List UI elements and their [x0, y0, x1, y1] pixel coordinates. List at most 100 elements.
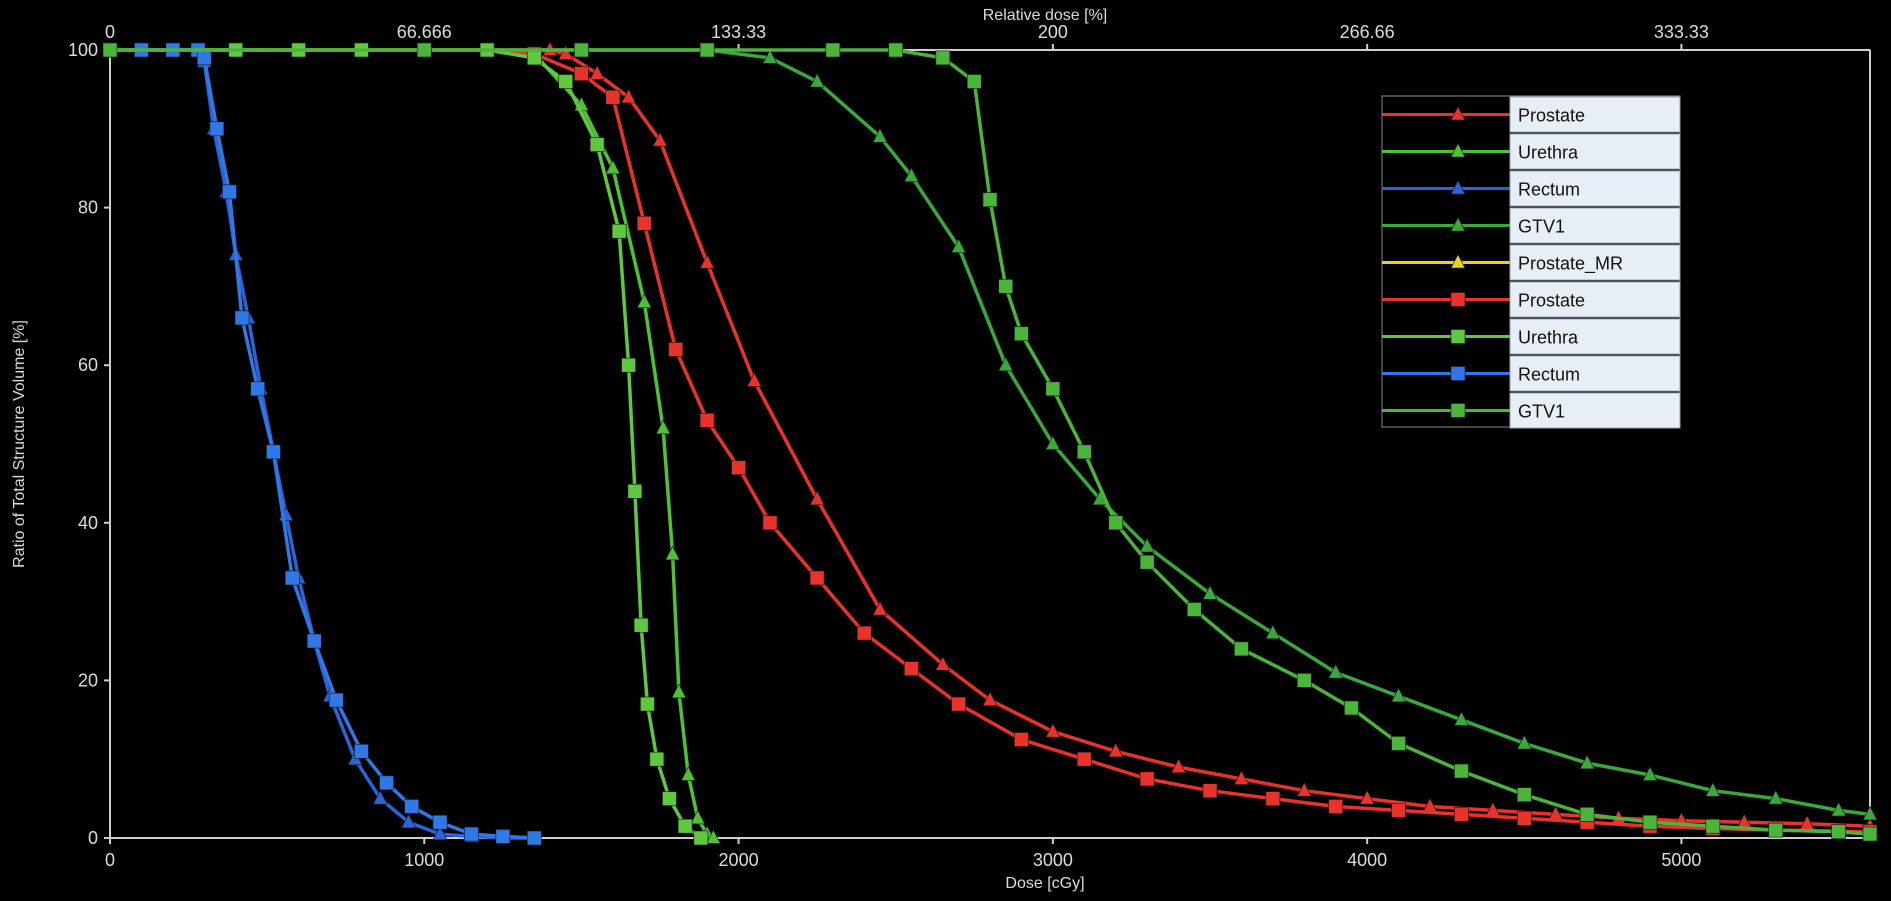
data-point-square — [209, 121, 225, 137]
data-point-square — [998, 279, 1014, 294]
data-point-square — [825, 42, 841, 58]
data-point-triangle — [872, 600, 888, 616]
data-point-square — [558, 74, 574, 89]
legend-label: Urethra — [1518, 143, 1579, 163]
data-point-square — [1344, 700, 1359, 716]
data-point-triangle — [680, 766, 696, 781]
data-point-triangle — [1045, 435, 1061, 450]
data-point-square — [526, 50, 542, 66]
data-point-square — [574, 66, 589, 81]
data-point-square — [416, 42, 432, 58]
data-point-triangle — [699, 254, 715, 269]
data-point-triangle — [605, 159, 621, 175]
data-point-square — [1831, 824, 1846, 839]
y-tick-label: 60 — [78, 355, 98, 375]
data-point-square — [102, 42, 118, 58]
legend-label: Prostate — [1518, 106, 1585, 126]
data-point-triangle — [665, 545, 681, 561]
data-point-square — [589, 137, 605, 152]
data-point-square — [1705, 818, 1721, 834]
data-point-square — [1076, 751, 1092, 767]
data-point-square — [856, 625, 872, 641]
data-point-square — [888, 42, 904, 58]
data-point-square — [677, 818, 693, 834]
data-point-square — [1454, 807, 1469, 822]
data-point-square — [951, 696, 966, 712]
legend-item: Urethra — [1382, 318, 1681, 355]
legend-label-box — [1509, 96, 1681, 133]
legend-label-box — [1509, 207, 1681, 244]
data-point-triangle — [1453, 711, 1469, 726]
data-point-square — [633, 617, 649, 633]
data-point-square — [966, 74, 982, 89]
legend-label: Prostate_MR — [1518, 254, 1623, 275]
data-point-square — [1139, 554, 1155, 570]
data-point-square — [1862, 826, 1878, 842]
data-point-triangle — [935, 655, 951, 671]
data-point-square — [605, 89, 621, 105]
data-point-square — [1391, 803, 1406, 818]
data-point-square — [693, 830, 709, 846]
data-point-triangle — [1296, 782, 1312, 797]
data-point-square — [809, 570, 825, 586]
legend-label-box — [1509, 318, 1681, 355]
data-point-square — [621, 357, 636, 373]
top-tick-label: 266.66 — [1340, 22, 1395, 42]
data-point-square — [495, 829, 511, 844]
data-point-square — [762, 515, 778, 531]
data-point-triangle — [1265, 624, 1281, 640]
data-point-square — [1328, 799, 1344, 814]
x-tick-label: 3000 — [1033, 850, 1073, 870]
y-tick-label: 100 — [68, 40, 98, 60]
legend-item: Prostate — [1382, 96, 1681, 133]
legend-marker — [1450, 253, 1466, 269]
data-point-triangle — [1108, 742, 1124, 758]
legend-marker — [1450, 142, 1466, 158]
data-point-triangle — [1233, 770, 1249, 785]
data-point-square — [432, 814, 448, 830]
legend-label-box — [1509, 244, 1681, 281]
data-point-square — [1516, 787, 1532, 802]
data-point-square — [1296, 673, 1312, 688]
y-tick-label: 20 — [78, 670, 98, 690]
data-point-square — [266, 444, 281, 460]
data-point-triangle — [652, 131, 668, 147]
legend-item: Rectum — [1382, 170, 1681, 207]
legend-label-box — [1509, 392, 1681, 429]
legend-label-box — [1509, 355, 1681, 392]
data-point-square — [464, 826, 479, 842]
data-point-square — [328, 692, 344, 708]
data-point-triangle — [1862, 805, 1878, 821]
data-point-triangle — [1328, 663, 1344, 679]
data-point-triangle — [998, 356, 1014, 372]
data-point-square — [306, 633, 322, 649]
data-point-triangle — [951, 238, 967, 253]
data-point-triangle — [690, 809, 706, 825]
data-point-square — [574, 42, 589, 58]
data-point-triangle — [1768, 789, 1784, 805]
data-point-triangle — [558, 45, 574, 60]
data-point-triangle — [705, 829, 721, 844]
data-point-square — [250, 381, 266, 397]
data-point-triangle — [372, 789, 388, 805]
data-point-triangle — [982, 691, 998, 707]
data-point-square — [354, 744, 369, 759]
data-point-square — [1768, 822, 1784, 838]
data-point-square — [1045, 381, 1061, 397]
data-point-triangle — [432, 825, 448, 840]
legend-item: GTV1 — [1382, 207, 1681, 244]
data-point-triangle — [1516, 734, 1532, 750]
data-point-square — [1014, 732, 1029, 747]
data-point-square — [668, 342, 684, 357]
y-tick-label: 0 — [88, 828, 98, 848]
legend-marker — [1450, 216, 1466, 232]
y-axis-title: Ratio of Total Structure Volume [%] — [11, 320, 28, 568]
legend-label: Urethra — [1518, 328, 1579, 348]
y-tick-label: 80 — [78, 198, 98, 218]
data-point-square — [982, 192, 998, 208]
data-point-triangle — [671, 683, 687, 699]
data-point-square — [649, 751, 665, 767]
data-point-triangle — [762, 49, 778, 64]
legend-marker — [1450, 179, 1466, 195]
